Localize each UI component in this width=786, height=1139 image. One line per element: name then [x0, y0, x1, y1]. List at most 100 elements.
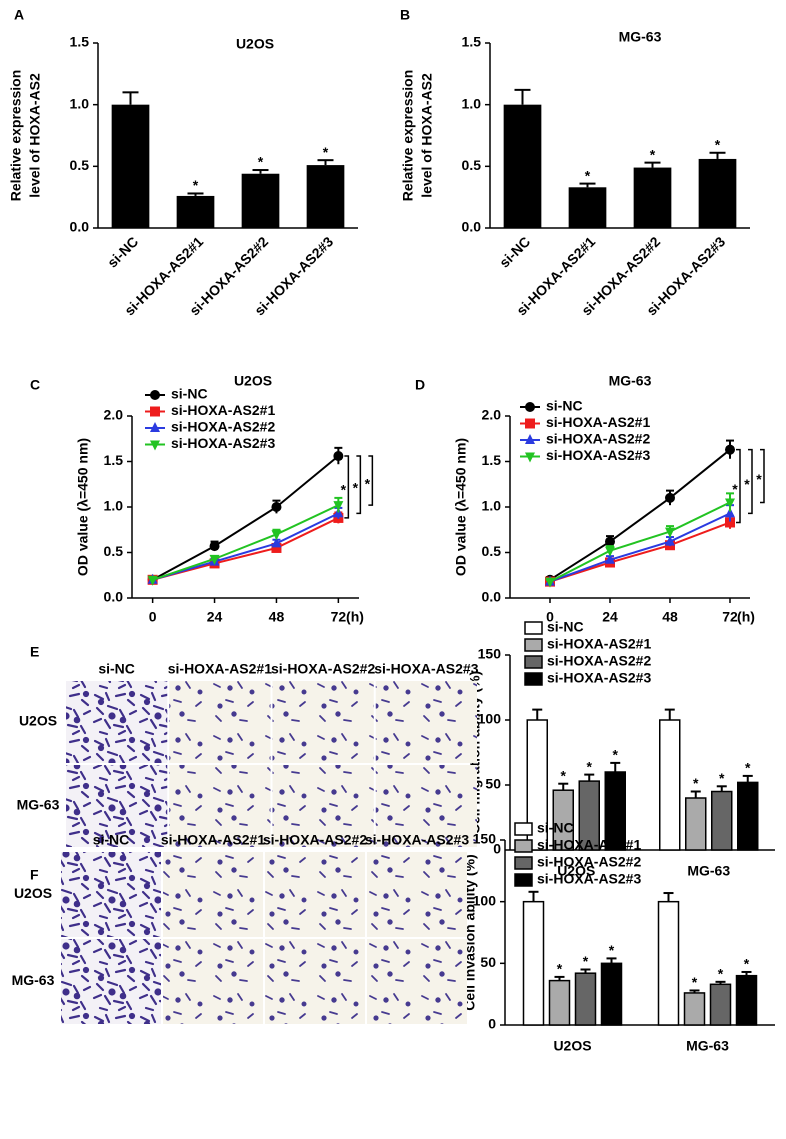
- y-axis-label: Relative expression: [8, 70, 24, 202]
- chart-title: U2OS: [236, 36, 274, 52]
- bar: [735, 974, 758, 1026]
- significance: *: [323, 144, 329, 160]
- point: [271, 530, 282, 541]
- significance-bracket: [760, 448, 765, 504]
- micrograph: [66, 765, 168, 847]
- legend-label: si-HOXA-AS2#3: [546, 447, 650, 463]
- y-axis-label: level of HOXA-AS2: [419, 73, 435, 198]
- x-tick-label: U2OS: [553, 1038, 591, 1054]
- y-tick-label: 0.5: [462, 157, 482, 173]
- x-tick-label: si-NC: [496, 233, 533, 270]
- point: [271, 542, 282, 553]
- point: [525, 402, 535, 412]
- significance: *: [585, 167, 591, 183]
- column-label: si-HOXA-AS2#1: [168, 661, 272, 677]
- x-tick-label: 0: [546, 609, 554, 625]
- point: [525, 434, 535, 444]
- column-label: si-HOXA-AS2#3: [365, 832, 469, 848]
- significance: *: [650, 146, 656, 162]
- significance: *: [715, 136, 721, 152]
- significance: *: [745, 760, 751, 776]
- panel-label: E: [30, 644, 39, 660]
- x-tick-label: 72: [722, 609, 738, 625]
- significance: *: [756, 471, 762, 487]
- point: [150, 440, 160, 451]
- micrograph: [272, 681, 374, 763]
- x-tick-label: 48: [662, 609, 678, 625]
- y-tick-label: 100: [473, 892, 497, 908]
- micrograph: [66, 681, 168, 763]
- y-tick-label: 0.0: [462, 219, 482, 235]
- row-label: U2OS: [14, 885, 52, 901]
- point: [333, 451, 344, 462]
- y-tick-label: 0.5: [70, 157, 90, 173]
- panel-label: F: [30, 867, 39, 883]
- legend-label: si-HOXA-AS2#3: [537, 871, 641, 887]
- x-tick-label: 72: [331, 609, 347, 625]
- x-tick-label: 24: [207, 609, 223, 625]
- x-tick-label: si-NC: [104, 233, 141, 270]
- y-axis-label: Relative expression: [400, 70, 416, 202]
- significance: *: [613, 747, 619, 763]
- legend-label: si-HOXA-AS2#1: [546, 414, 650, 430]
- chart-title: U2OS: [234, 373, 272, 389]
- x-tick-label: 24: [602, 609, 618, 625]
- bar: [552, 789, 574, 851]
- x-tick-label: U2OS: [557, 863, 595, 879]
- bar: [737, 781, 759, 851]
- significance: *: [692, 974, 698, 990]
- column-label: si-HOXA-AS2#2: [271, 661, 375, 677]
- significance: *: [693, 775, 699, 791]
- bar: [578, 780, 600, 851]
- point: [150, 390, 160, 400]
- legend-swatch: [524, 638, 543, 652]
- micrograph: [163, 939, 263, 1024]
- point: [665, 535, 675, 546]
- significance: *: [587, 758, 593, 774]
- legend-label: si-NC: [547, 619, 584, 635]
- micrograph: [169, 681, 271, 763]
- y-axis-label: OD value (λ=450 nm): [75, 438, 91, 576]
- y-tick-label: 50: [480, 954, 496, 970]
- significance: *: [561, 767, 567, 783]
- legend-label: si-HOXA-AS2#3: [171, 435, 275, 451]
- column-label: si-HOXA-AS2#3: [374, 661, 478, 677]
- point: [665, 527, 675, 538]
- legend-label: si-NC: [171, 386, 208, 402]
- series-line: [152, 512, 339, 581]
- y-tick-label: 150: [473, 831, 497, 847]
- row-label: U2OS: [19, 713, 57, 729]
- point: [333, 501, 344, 512]
- significance: *: [365, 475, 371, 491]
- panel-label: C: [30, 377, 40, 393]
- micrograph: [375, 765, 477, 847]
- point: [147, 575, 158, 586]
- bar: [685, 797, 707, 851]
- micrograph: [163, 852, 263, 937]
- bar: [548, 979, 571, 1026]
- y-tick-label: 1.0: [104, 498, 124, 514]
- significance: *: [258, 154, 264, 170]
- point: [209, 541, 220, 552]
- point: [725, 444, 735, 455]
- bar: [633, 167, 672, 228]
- micrograph: [169, 765, 271, 847]
- significance: *: [744, 476, 750, 492]
- significance: *: [193, 177, 199, 193]
- bar: [503, 104, 542, 228]
- point: [725, 517, 735, 528]
- legend-label: si-NC: [537, 820, 574, 836]
- bar: [659, 719, 681, 851]
- significance-bracket: [736, 448, 741, 524]
- panel-label: D: [415, 377, 425, 393]
- point: [665, 492, 675, 503]
- y-tick-label: 1.0: [70, 95, 90, 111]
- legend-label: si-HOXA-AS2#2: [546, 431, 650, 447]
- y-tick-label: 1.5: [462, 34, 482, 50]
- y-tick-label: 0.0: [482, 589, 502, 605]
- bar: [683, 992, 706, 1026]
- series-line: [549, 501, 731, 583]
- significance: *: [557, 961, 563, 977]
- x-axis-label: (h): [346, 609, 364, 625]
